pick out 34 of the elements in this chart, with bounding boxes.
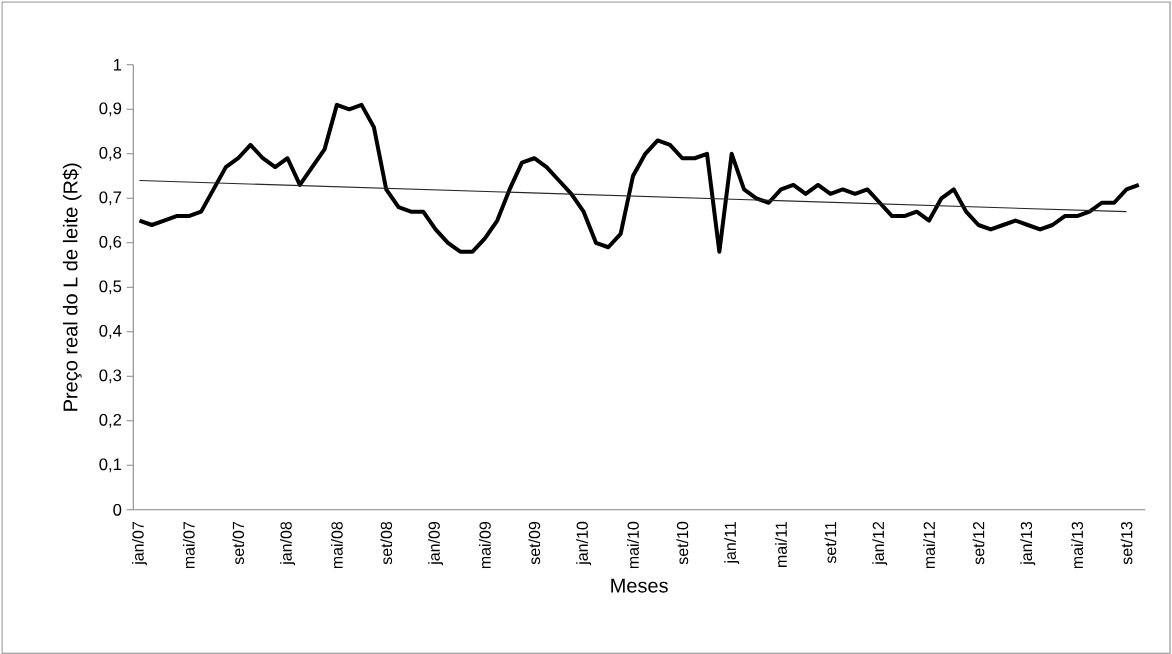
x-tick-label: set/11 — [824, 521, 837, 564]
x-tick-label: mai/12 — [923, 521, 935, 569]
y-tick-label: 0 — [113, 503, 122, 516]
x-tick-label: jan/09 — [428, 521, 444, 566]
x-tick-label: set/13 — [1120, 521, 1133, 565]
x-tick-label: mai/07 — [182, 521, 195, 569]
x-tick-label: set/12 — [972, 521, 985, 565]
x-tick-label: mai/13 — [1071, 521, 1083, 569]
x-tick-label: set/10 — [676, 521, 689, 565]
y-tick-label: 0,8 — [99, 146, 122, 161]
y-tick-label: 0,7 — [99, 191, 122, 206]
y-tick-label: 0,3 — [99, 369, 122, 384]
x-tick-label: jan/07 — [132, 521, 147, 566]
y-tick-label: 0,6 — [99, 235, 122, 250]
y-tick-label: 0,2 — [99, 413, 122, 428]
y-tick-label: 0,4 — [99, 324, 122, 339]
x-tick-label: mai/10 — [627, 521, 639, 569]
x-tick-label: set/07 — [232, 521, 245, 565]
x-axis-title: Meses — [611, 578, 668, 593]
y-tick-label: 0,5 — [99, 280, 122, 295]
y-axis-title: Preço real do L de leite (R$) — [62, 163, 82, 411]
x-tick-label: set/08 — [380, 521, 393, 565]
x-tick-label: mai/09 — [479, 521, 491, 569]
x-tick-label: mai/08 — [331, 521, 343, 569]
x-tick-label: jan/13 — [1020, 521, 1036, 566]
y-tick-label: 0,9 — [99, 102, 122, 117]
y-tick-label: 1 — [113, 59, 122, 71]
x-tick-label: jan/11 — [724, 521, 740, 564]
y-tick-label: 0,1 — [99, 458, 122, 473]
x-tick-label: jan/10 — [576, 521, 592, 566]
x-tick-label: set/09 — [528, 521, 541, 565]
x-tick-label: jan/12 — [872, 521, 888, 566]
x-tick-label: jan/08 — [280, 521, 295, 566]
x-tick-label: mai/11 — [775, 521, 787, 567]
